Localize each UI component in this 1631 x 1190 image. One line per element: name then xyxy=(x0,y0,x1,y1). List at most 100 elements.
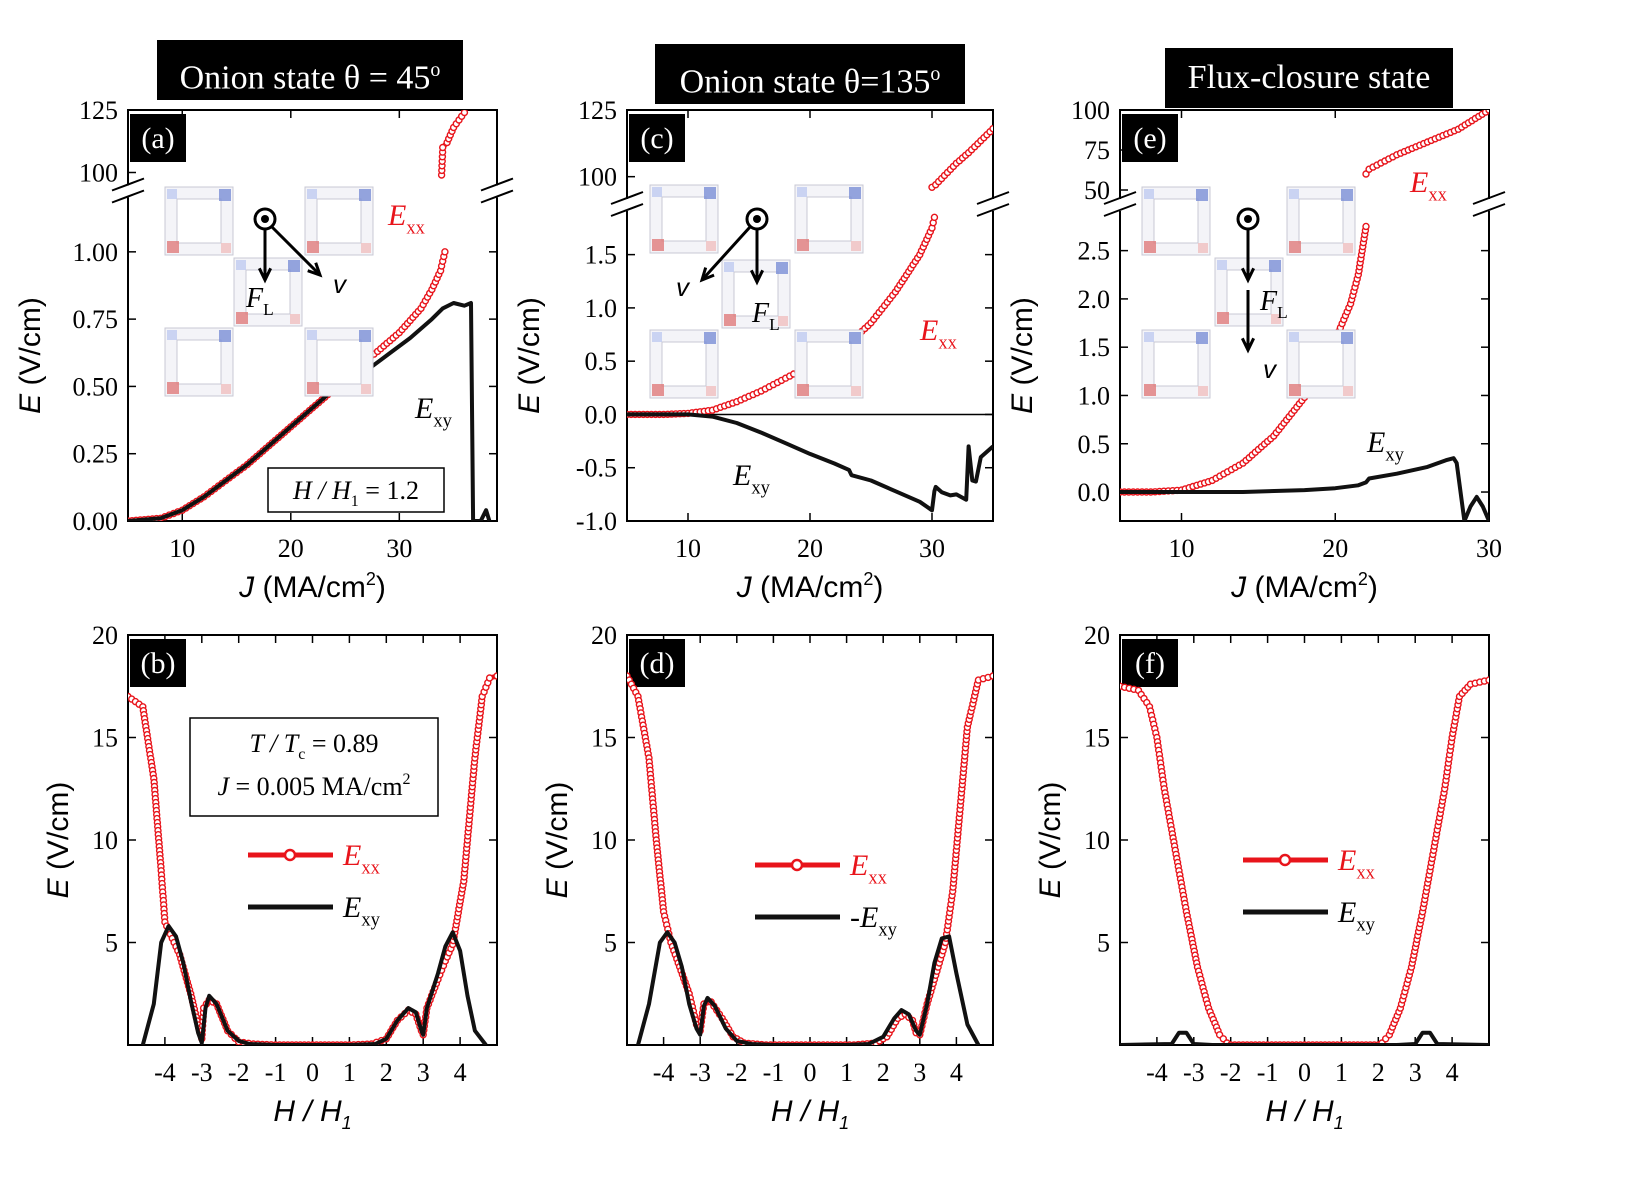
red-corner xyxy=(361,384,371,394)
panel-label-text: (f) xyxy=(1135,647,1165,680)
red-corner xyxy=(1217,312,1229,324)
vortex-square xyxy=(233,257,303,327)
data-point xyxy=(485,674,494,682)
red-corner xyxy=(1198,243,1208,253)
red-corner xyxy=(1198,386,1208,396)
blue-corner xyxy=(307,189,317,199)
square-inner xyxy=(176,339,222,385)
square-inner xyxy=(661,196,707,242)
series-exy xyxy=(1120,1030,1489,1045)
square-inner xyxy=(1153,341,1199,387)
panel-label-c: (c) xyxy=(629,114,685,162)
x-tick-label: 3 xyxy=(913,1058,926,1087)
panel-label-text: (d) xyxy=(640,647,675,680)
blue-corner xyxy=(704,332,716,344)
y-tick-label: 75 xyxy=(1084,136,1110,165)
plot-frame xyxy=(127,109,498,522)
y-tick-label: 0.5 xyxy=(1078,430,1111,459)
axis-break-mark xyxy=(976,191,1010,205)
y-tick-label: 20 xyxy=(591,621,617,650)
y-tick-label: 15 xyxy=(92,724,118,753)
blue-corner xyxy=(167,189,177,199)
x-tick-label: 1 xyxy=(1335,1058,1348,1087)
square-inner xyxy=(316,198,362,244)
legend-label-exx: Exx xyxy=(1337,844,1376,883)
legend xyxy=(248,848,333,910)
blue-corner xyxy=(307,330,317,340)
y-tick-label: 1.0 xyxy=(1078,381,1111,410)
red-corner xyxy=(1289,384,1301,396)
panel-label-bg xyxy=(130,639,186,687)
x-axis-label: J (MA/cm2) xyxy=(1230,569,1378,604)
blue-corner xyxy=(849,332,861,344)
x-tick-label: -2 xyxy=(1220,1058,1242,1087)
axis-break-mark xyxy=(610,191,644,205)
panel-label-text: (e) xyxy=(1133,122,1166,155)
y-tick-label: 2.0 xyxy=(1078,285,1111,314)
panel-a: 10 20 30 0.00 0.25 0.50 0.75 1.00 100 125 (a) J (MA… xyxy=(14,96,514,604)
legend-marker-exx xyxy=(1278,853,1292,867)
blue-corner xyxy=(797,332,807,342)
y-tick-label: 2.5 xyxy=(1078,237,1111,266)
y-axis-label: E (V/cm) xyxy=(42,782,75,899)
data-point xyxy=(439,143,447,152)
annotation-temperature: T / Tc = 0.89 xyxy=(250,729,379,763)
x-tick-label: -3 xyxy=(689,1058,711,1087)
y-axis-label: E (V/cm) xyxy=(1006,297,1039,414)
plot-frame xyxy=(1119,109,1490,522)
blue-corner xyxy=(652,332,662,342)
exy-curve-label: Exy xyxy=(414,392,453,431)
velocity-arrow xyxy=(700,225,752,282)
series-exx xyxy=(128,672,497,1045)
red-corner xyxy=(724,314,736,326)
red-corner xyxy=(1271,314,1281,324)
legend-label-exy: -Exy xyxy=(850,901,898,940)
legend xyxy=(1243,853,1328,915)
vortex-square xyxy=(304,327,374,397)
y-tick-label: 0.50 xyxy=(73,372,119,401)
exx-curve-label: Exx xyxy=(1409,166,1448,205)
y-axis-label: E (V/cm) xyxy=(513,297,546,414)
blue-corner xyxy=(652,187,662,197)
panel-label-f: (f) xyxy=(1122,639,1178,687)
y-tick-label: 100 xyxy=(1071,96,1110,125)
panel-label-bg xyxy=(629,639,685,687)
x-tick-label: -4 xyxy=(154,1058,176,1087)
x-axis-label: H / H1 xyxy=(273,1095,351,1133)
vortex-square xyxy=(164,327,234,397)
data-point xyxy=(989,672,993,680)
axis-break-mark xyxy=(1472,203,1506,217)
out-of-plane-field-dot xyxy=(261,215,269,223)
panel-label-text: (b) xyxy=(141,647,176,680)
y-axis-label: E (V/cm) xyxy=(14,297,47,414)
y-tick-label: 50 xyxy=(1084,176,1110,205)
legend-label-exy: Exy xyxy=(1337,896,1376,935)
y-tick-label: 10 xyxy=(1084,826,1110,855)
vortex-square xyxy=(649,329,719,399)
square-inner xyxy=(806,196,852,242)
x-tick-label: 10 xyxy=(1169,534,1195,563)
axis-break-mark xyxy=(610,203,644,217)
blue-corner xyxy=(219,330,231,342)
series-exy xyxy=(1120,456,1489,521)
force-arrow-head xyxy=(749,269,765,286)
velocity-label: v xyxy=(333,269,348,299)
blue-corner xyxy=(359,330,371,342)
y-tick-label: 0.0 xyxy=(585,400,618,429)
blue-corner xyxy=(776,262,788,274)
exx-curve-label: Exx xyxy=(919,314,958,353)
x-tick-label: 4 xyxy=(454,1058,467,1087)
x-tick-label: 20 xyxy=(1322,534,1348,563)
vortex-square xyxy=(1141,329,1211,399)
exx-curve-label: Exx xyxy=(387,199,426,238)
series-line xyxy=(636,930,981,1045)
data-point xyxy=(460,110,469,117)
axis-break-mark xyxy=(111,189,145,204)
red-corner xyxy=(1343,243,1353,253)
red-corner xyxy=(307,241,319,253)
y-tick-label: 125 xyxy=(79,96,118,125)
legend-marker-exx xyxy=(283,848,297,862)
y-tick-label: 100 xyxy=(79,159,118,188)
